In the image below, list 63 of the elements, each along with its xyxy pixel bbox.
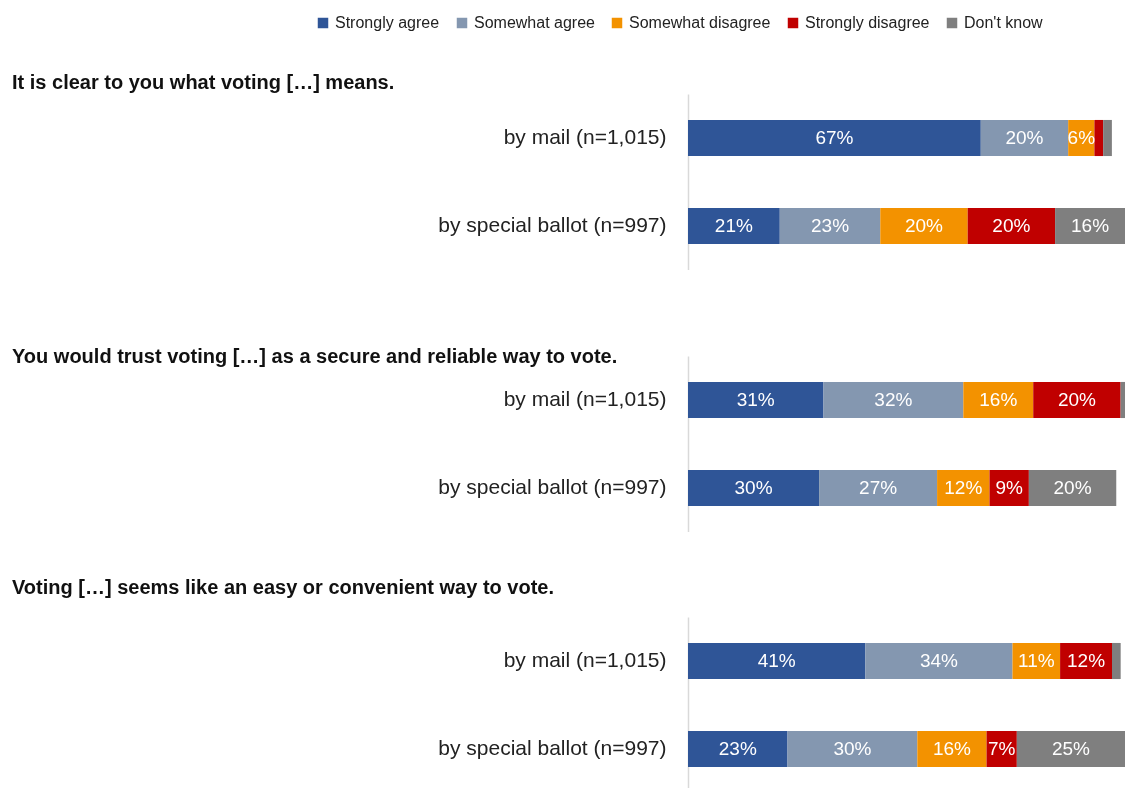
data-label: 34% xyxy=(919,650,959,671)
data-label: 7% xyxy=(987,738,1016,759)
legend-label: Somewhat agree xyxy=(474,14,596,31)
data-label: 30% xyxy=(734,477,773,498)
bar xyxy=(1112,642,1121,680)
bar xyxy=(688,730,788,768)
bar xyxy=(1094,119,1104,157)
bar xyxy=(1028,469,1117,507)
data-label: 9% xyxy=(995,477,1024,498)
legend-label: Somewhat disagree xyxy=(629,14,771,31)
bar xyxy=(823,381,964,419)
data-label: 16% xyxy=(932,738,972,759)
bar xyxy=(880,207,968,245)
bar xyxy=(688,381,824,419)
bar xyxy=(963,381,1034,419)
y-tick-label: by special ballot (n=997) xyxy=(438,475,667,498)
bar xyxy=(688,119,981,157)
data-label: 32% xyxy=(874,389,913,410)
text: Voting […] seems like an easy or convenient way to vote. xyxy=(12,576,555,598)
data-label: 30% xyxy=(833,738,872,759)
bar xyxy=(779,207,881,245)
bar xyxy=(787,730,918,768)
legend-label: Don't know xyxy=(964,14,1044,31)
bar xyxy=(1016,730,1125,768)
data-label: 12% xyxy=(944,477,983,498)
data-label: 25% xyxy=(1051,738,1091,759)
data-label: 11% xyxy=(1017,650,1055,671)
data-label: 16% xyxy=(979,389,1018,410)
bar xyxy=(688,207,780,245)
y-tick-label: by special ballot (n=997) xyxy=(438,736,667,759)
data-label: 23% xyxy=(811,215,850,236)
y-tick-label: by mail (n=1,015) xyxy=(503,125,667,148)
data-label: 20% xyxy=(1057,389,1097,410)
text: It is clear to you what voting […] means. xyxy=(12,71,395,93)
data-label: 23% xyxy=(718,738,757,759)
bar xyxy=(980,119,1069,157)
bar xyxy=(1120,381,1125,419)
data-label: 16% xyxy=(1071,215,1110,236)
bar xyxy=(819,469,938,507)
legend-label: Strongly agree xyxy=(335,14,440,31)
bar xyxy=(688,469,820,507)
data-label: 20% xyxy=(1053,477,1092,498)
bar xyxy=(865,642,1013,680)
legend-label: Strongly disagree xyxy=(805,14,930,31)
bar xyxy=(1103,119,1112,157)
data-label: 20% xyxy=(1005,127,1044,148)
bar xyxy=(917,730,987,768)
y-tick-label: by mail (n=1,015) xyxy=(503,387,667,410)
data-label: 20% xyxy=(992,215,1031,236)
data-label: 27% xyxy=(859,477,898,498)
bar xyxy=(967,207,1056,245)
data-label: 12% xyxy=(1067,650,1106,671)
data-label: 21% xyxy=(714,215,753,236)
data-label: 20% xyxy=(904,215,944,236)
bar xyxy=(688,642,866,680)
data-label: 67% xyxy=(815,127,854,148)
data-label: 31% xyxy=(736,389,775,410)
y-tick-label: by special ballot (n=997) xyxy=(438,213,667,236)
y-tick-label: by mail (n=1,015) xyxy=(503,648,667,671)
data-label: 41% xyxy=(757,650,796,671)
bar xyxy=(1033,381,1121,419)
text: You would trust voting […] as a secure and reliable way to vote. xyxy=(12,345,618,367)
data-label: 6% xyxy=(1067,127,1096,148)
